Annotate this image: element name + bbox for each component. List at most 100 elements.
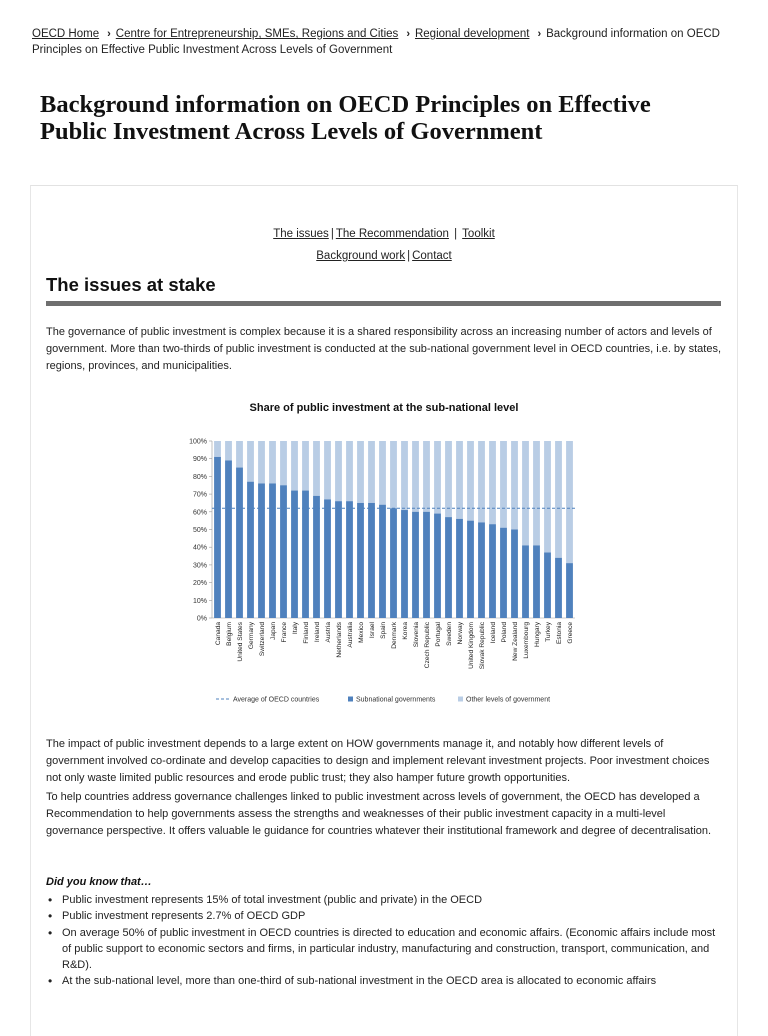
- legend-average-label: Average of OECD countries: [233, 697, 320, 704]
- list-item: On average 50% of public investment in O…: [46, 925, 721, 974]
- bar-subnational: [225, 460, 232, 618]
- x-tick-label: Iceland: [490, 622, 497, 644]
- breadcrumb-centre-link[interactable]: Centre for Entrepreneurship, SMEs, Regio…: [115, 28, 399, 40]
- x-tick-label: Slovenia: [413, 622, 420, 648]
- bar-other: [467, 441, 474, 521]
- did-you-know-heading: Did you know that…: [46, 876, 152, 888]
- bar-other: [225, 441, 232, 461]
- breadcrumb-regional-link[interactable]: Regional development: [414, 28, 530, 40]
- bar-subnational: [434, 513, 441, 618]
- help-paragraph: To help countries address governance cha…: [46, 791, 712, 837]
- bar-subnational: [467, 520, 474, 618]
- bar-other: [544, 441, 551, 553]
- x-tick-label: Belgium: [226, 621, 233, 645]
- nav-link-contact[interactable]: Contact: [412, 250, 452, 262]
- x-tick-label: Germany: [248, 621, 255, 649]
- legend-other-label: Other levels of government: [466, 697, 550, 704]
- bar-other: [456, 441, 463, 519]
- x-tick-label: Luxembourg: [523, 622, 530, 659]
- nav-link-toolkit[interactable]: Toolkit: [462, 228, 495, 240]
- x-tick-label: Hungary: [534, 621, 541, 647]
- x-tick-label: United Kingdom: [468, 621, 475, 668]
- chevron-right-icon: ›: [107, 28, 111, 40]
- bar-subnational: [236, 467, 243, 618]
- bar-subnational: [544, 552, 551, 618]
- nav-link-issues[interactable]: The issues: [273, 228, 329, 240]
- bar-subnational: [269, 483, 276, 618]
- chevron-right-icon: ›: [406, 28, 410, 40]
- bar-other: [313, 441, 320, 496]
- x-tick-label: United States: [237, 621, 244, 661]
- nav-separator: |: [330, 228, 334, 240]
- bar-subnational: [401, 510, 408, 618]
- bar-subnational: [324, 499, 331, 618]
- x-tick-label: Japan: [270, 622, 277, 640]
- bar-other: [280, 441, 287, 486]
- y-tick-label: 70%: [193, 492, 207, 499]
- x-tick-label: Estonia: [556, 622, 563, 644]
- y-tick-label: 60%: [193, 509, 207, 516]
- bar-subnational: [423, 511, 430, 618]
- section-heading: The issues at stake: [46, 274, 216, 295]
- y-tick-label: 50%: [193, 527, 207, 534]
- x-tick-label: Austria: [325, 622, 332, 643]
- bar-subnational: [313, 495, 320, 618]
- x-tick-label: Canada: [215, 622, 222, 645]
- bar-other: [412, 441, 419, 512]
- intro-paragraph: The governance of public investment is c…: [46, 326, 722, 372]
- section-divider: [46, 301, 721, 306]
- content-panel: [30, 185, 738, 1036]
- bar-subnational: [390, 508, 397, 618]
- bar-subnational: [357, 502, 364, 618]
- bar-other: [445, 441, 452, 518]
- bar-subnational: [445, 517, 452, 618]
- bar-subnational: [302, 490, 309, 618]
- nav-link-recommendation[interactable]: The Recommendation: [335, 228, 449, 240]
- nav-link-background[interactable]: Background work: [316, 250, 406, 262]
- bar-other: [346, 441, 353, 502]
- impact-paragraph: The impact of public investment depends …: [46, 738, 710, 784]
- bar-other: [324, 441, 331, 500]
- section-nav-row-2: Background work | Contact: [0, 250, 768, 262]
- x-tick-label: Israel: [369, 621, 376, 638]
- x-tick-label: Australia: [347, 622, 354, 648]
- bar-other: [291, 441, 298, 491]
- legend-other-swatch: [458, 696, 463, 702]
- x-tick-label: Norway: [457, 621, 464, 644]
- bar-other: [368, 441, 375, 503]
- x-tick-label: Czech Republic: [424, 621, 431, 668]
- breadcrumb-home-link[interactable]: OECD Home: [32, 28, 100, 40]
- y-tick-label: 10%: [193, 598, 207, 605]
- bar-other: [566, 441, 573, 564]
- x-tick-label: Switzerland: [259, 622, 266, 656]
- bar-other: [269, 441, 276, 484]
- bar-other: [258, 441, 265, 484]
- x-tick-label: Netherlands: [336, 621, 343, 657]
- bar-subnational: [555, 557, 562, 618]
- bar-subnational: [346, 501, 353, 618]
- breadcrumb: OECD Home › Centre for Entrepreneurship, S…: [32, 26, 732, 58]
- bar-subnational: [489, 524, 496, 618]
- bar-subnational: [291, 490, 298, 618]
- chart-title: Share of public investment at the sub-na…: [249, 402, 519, 414]
- bar-other: [247, 441, 254, 482]
- x-tick-label: Portugal: [435, 621, 442, 646]
- bar-subnational: [247, 481, 254, 618]
- legend-subnational-swatch: [348, 696, 353, 702]
- x-tick-label: Finland: [303, 622, 310, 644]
- x-tick-label: Denmark: [391, 621, 398, 648]
- x-tick-label: Turkey: [545, 621, 552, 642]
- bar-subnational: [258, 483, 265, 618]
- x-tick-label: France: [281, 622, 288, 643]
- list-item: Public investment represents 15% of tota…: [46, 892, 721, 909]
- bar-subnational: [280, 485, 287, 618]
- y-tick-label: 40%: [193, 545, 207, 552]
- chevron-right-icon: ›: [537, 28, 542, 40]
- nav-separator: |: [407, 250, 411, 262]
- bar-subnational: [500, 527, 507, 618]
- bar-other: [555, 441, 562, 558]
- y-tick-label: 0%: [197, 616, 207, 623]
- bar-other: [533, 441, 540, 546]
- bar-subnational: [368, 502, 375, 618]
- y-tick-label: 80%: [193, 474, 207, 481]
